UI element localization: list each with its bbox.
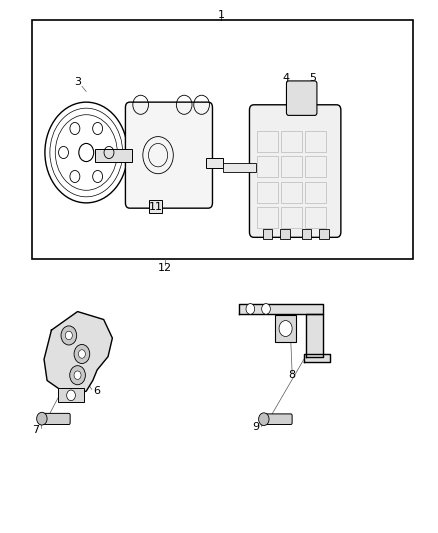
Circle shape — [246, 304, 254, 314]
Bar — [305, 156, 325, 177]
Bar — [281, 182, 302, 203]
Circle shape — [78, 350, 85, 358]
Text: 1: 1 — [218, 10, 225, 20]
Text: 5: 5 — [309, 73, 316, 83]
Circle shape — [74, 371, 81, 379]
Text: 4: 4 — [283, 73, 290, 83]
Bar — [223, 163, 256, 172]
Text: 9: 9 — [252, 422, 260, 432]
Text: 7: 7 — [32, 425, 39, 435]
Polygon shape — [304, 354, 330, 362]
Bar — [281, 131, 302, 152]
Bar — [319, 229, 328, 239]
Bar — [262, 229, 272, 239]
Bar — [305, 207, 325, 228]
Circle shape — [74, 344, 90, 364]
Bar — [305, 182, 325, 203]
Text: 6: 6 — [93, 386, 100, 396]
Bar — [206, 158, 223, 168]
Circle shape — [258, 413, 269, 425]
Bar — [281, 207, 302, 228]
Bar — [95, 149, 132, 161]
FancyBboxPatch shape — [261, 414, 292, 424]
Circle shape — [279, 320, 292, 336]
Bar — [281, 156, 302, 177]
Circle shape — [37, 413, 47, 425]
Bar — [302, 229, 311, 239]
Circle shape — [261, 304, 270, 314]
Polygon shape — [44, 312, 113, 394]
Bar — [257, 207, 278, 228]
Bar — [305, 131, 325, 152]
Circle shape — [61, 326, 77, 345]
Bar — [58, 389, 84, 402]
Bar — [257, 156, 278, 177]
Text: 3: 3 — [74, 77, 81, 87]
Polygon shape — [306, 314, 323, 357]
FancyBboxPatch shape — [250, 105, 341, 237]
Bar — [257, 131, 278, 152]
FancyBboxPatch shape — [39, 414, 70, 424]
Circle shape — [67, 390, 75, 401]
Bar — [275, 316, 297, 342]
Circle shape — [65, 331, 72, 340]
Polygon shape — [239, 304, 323, 314]
Text: 11: 11 — [149, 202, 163, 212]
Bar — [280, 229, 290, 239]
Bar — [257, 182, 278, 203]
FancyBboxPatch shape — [286, 81, 317, 115]
FancyBboxPatch shape — [125, 102, 212, 208]
Bar — [149, 200, 162, 214]
Text: 8: 8 — [289, 370, 296, 380]
Bar — [32, 20, 413, 259]
Text: 12: 12 — [158, 263, 172, 272]
Circle shape — [70, 366, 85, 385]
